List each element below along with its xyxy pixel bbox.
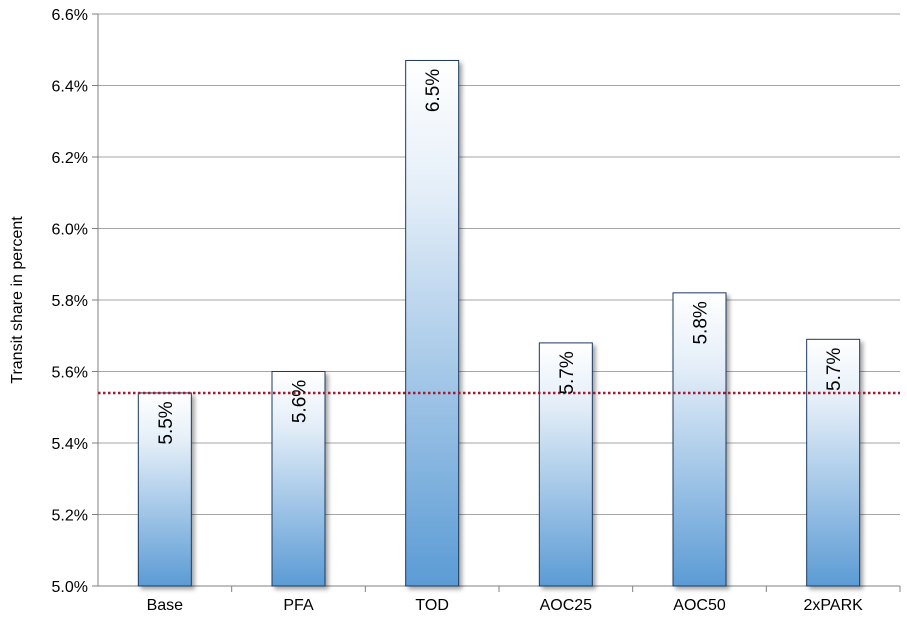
y-tick-label: 5.6% [52,365,88,382]
axes [92,13,901,592]
x-category-label: Base [147,597,184,614]
bar-data-label: 5.5% [156,401,177,444]
bars [137,59,861,587]
bar-data-label: 5.7% [557,351,578,394]
y-tick-label: 5.4% [52,436,88,453]
gridlines [98,13,900,515]
x-category-label: 2xPARK [804,597,864,614]
bar [405,59,460,587]
bar-data-label: 5.7% [824,348,845,391]
y-tick-label: 6.6% [52,7,88,24]
x-category-label: AOC50 [673,597,726,614]
y-tick-label: 6.2% [52,150,88,167]
y-tick-label: 5.2% [52,508,88,525]
labels: 5.0% 5.2% 5.4% 5.6% 5.8% 6.0% 6.2% 6.4% 6.6% Base… [52,7,864,614]
bar-data-label: 5.6% [290,380,311,423]
bar [672,292,727,587]
bar [806,338,861,587]
y-tick-label: 6.4% [52,79,88,96]
y-tick-label: 5.0% [52,579,88,596]
y-tick-label: 6.0% [52,222,88,239]
x-category-label: TOD [415,597,448,614]
bar-data-label: 5.8% [691,301,712,344]
y-tick-label: 5.8% [52,293,88,310]
y-axis-title: Transit share in percent [9,216,26,384]
bar-data-label: 6.5% [423,69,444,112]
x-category-label: AOC25 [540,597,593,614]
bar [538,342,593,587]
bar [271,371,326,587]
x-category-label: PFA [283,597,314,614]
